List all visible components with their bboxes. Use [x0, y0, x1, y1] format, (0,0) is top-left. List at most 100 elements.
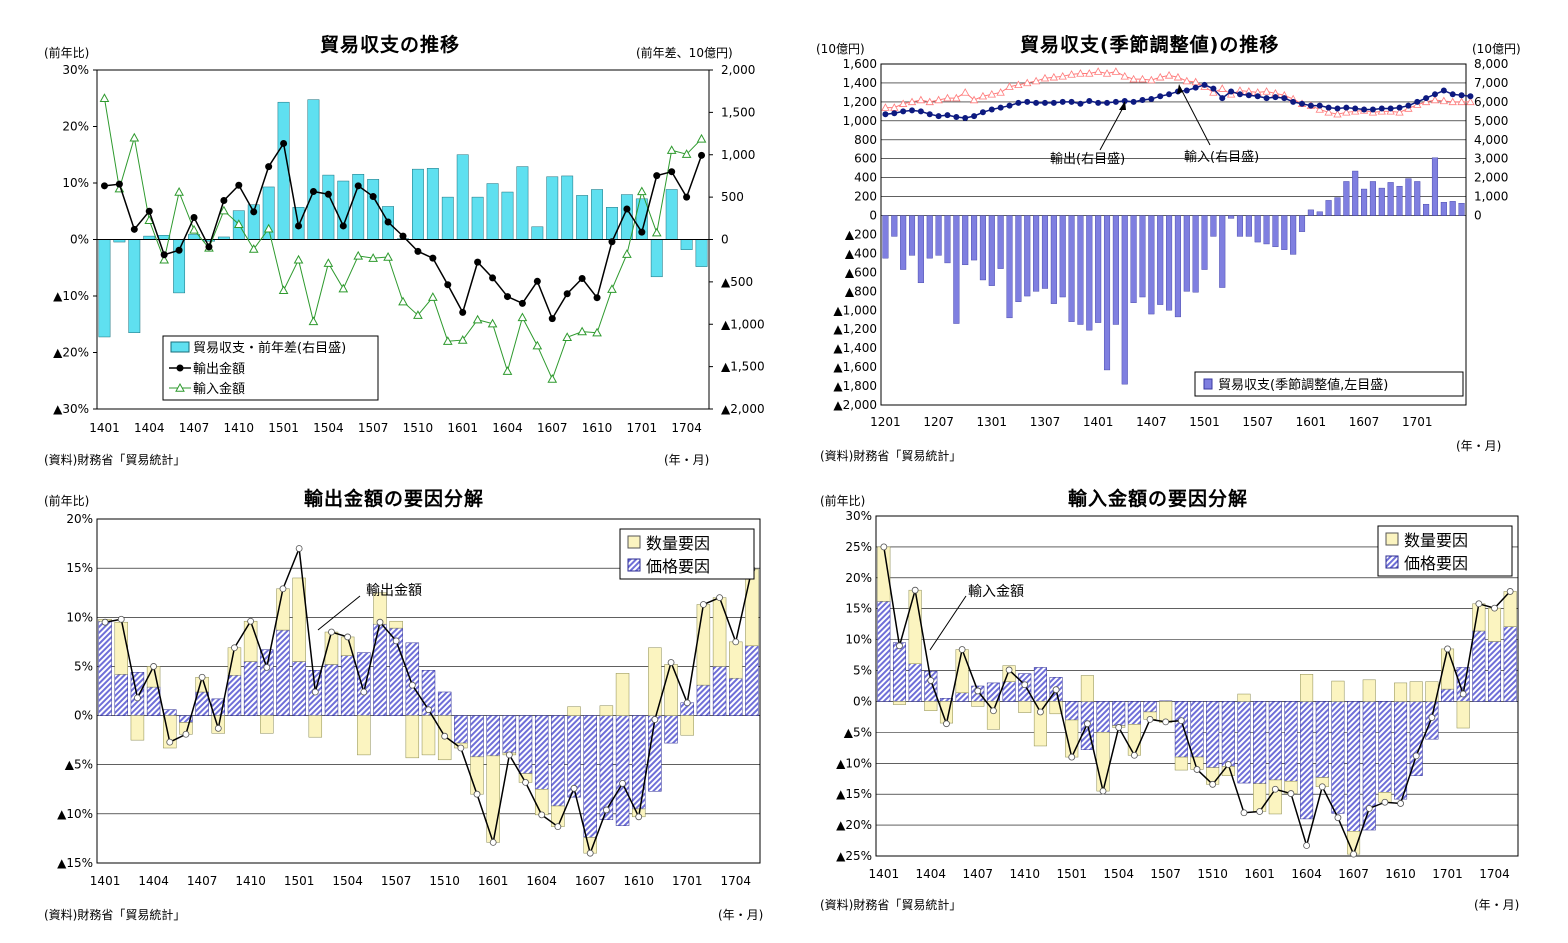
bar-price-factor [1487, 641, 1502, 702]
point-imports [1147, 75, 1156, 84]
x-tick-label: 1610 [1385, 867, 1416, 881]
point-imports [1067, 70, 1076, 78]
bar-quantity-factor [308, 715, 323, 738]
point-total [635, 813, 643, 821]
left-axis-unit: (前年比) [44, 494, 90, 508]
bar-trade-balance-sa [1086, 215, 1093, 331]
point-total [117, 615, 125, 623]
bar-quantity-factor [745, 568, 759, 647]
bar-price-factor [470, 715, 484, 758]
point-total [101, 618, 109, 626]
bar-trade-balance-sa [1458, 203, 1465, 216]
point-exports [1148, 96, 1155, 103]
source-note: (資料)財務省「貿易統計」 [44, 908, 186, 922]
legend-label-quantity: 数量要因 [646, 534, 710, 553]
x-tick-label: 1604 [1291, 867, 1322, 881]
point-imports [898, 99, 908, 107]
bar-price-factor [518, 715, 533, 774]
bar-price-factor [1127, 701, 1141, 725]
bar-quantity-factor [924, 701, 938, 711]
bar-price-factor [1253, 701, 1267, 784]
point-exports [1121, 97, 1128, 104]
point-total [1115, 724, 1123, 731]
y-tick-label: 10% [845, 633, 872, 647]
point-exports [653, 172, 661, 180]
point-exports [1352, 105, 1359, 112]
y-tick-label: ▲1,800 [833, 379, 877, 393]
y-tick-label: ▲15% [57, 856, 93, 870]
point-total [247, 617, 255, 625]
point-exports [190, 213, 198, 221]
point-exports [1343, 104, 1350, 111]
bar-quantity-factor [1409, 681, 1423, 702]
x-tick-label: 1410 [224, 421, 255, 435]
bar-trade-balance [501, 191, 514, 240]
bar-trade-balance-sa [1228, 215, 1235, 219]
legend-swatch-balance [170, 341, 190, 353]
bar-trade-balance [412, 168, 424, 240]
y-tick-label: ▲20% [836, 818, 872, 832]
point-total [651, 716, 659, 723]
point-exports [130, 225, 138, 233]
point-imports [1218, 84, 1227, 92]
bar-price-factor [745, 645, 759, 716]
point-total [667, 659, 675, 666]
point-exports [533, 277, 541, 285]
x-tick-label: 1501 [268, 421, 299, 435]
bar-trade-balance-sa [1343, 181, 1350, 216]
point-imports [592, 327, 602, 337]
y-tick-label: ▲10% [57, 807, 93, 821]
x-tick-label: 1507 [358, 421, 389, 435]
point-imports [233, 219, 244, 228]
page-title: 輸出金額の要因分解 [304, 488, 485, 510]
point-total [1052, 686, 1060, 694]
bar-trade-balance-sa [1183, 215, 1190, 292]
x-tick-label: 1401 [869, 867, 900, 881]
bar-trade-balance-sa [971, 215, 978, 261]
bar-trade-balance-sa [1387, 182, 1394, 216]
x-tick-label: 1601 [1296, 415, 1327, 429]
bar-price-factor [1221, 701, 1235, 767]
bar-price-factor [98, 620, 112, 716]
point-total [522, 779, 529, 786]
bar-trade-balance-sa [1423, 203, 1430, 216]
y2-tick-label: 4,000 [1474, 133, 1508, 147]
bar-trade-balance-sa [891, 215, 898, 237]
point-total [1256, 808, 1264, 815]
page-title: 貿易収支(季節調整値)の推移 [1020, 34, 1280, 56]
bar-quantity-factor [599, 705, 614, 716]
y2-tick-label: 3,000 [1474, 152, 1508, 166]
x-tick-label: 1401 [89, 421, 120, 435]
point-imports [881, 103, 890, 111]
point-exports [668, 168, 676, 176]
point-exports [1183, 87, 1190, 94]
point-exports [891, 110, 898, 117]
point-imports [398, 296, 408, 306]
point-imports [1209, 88, 1218, 96]
point-exports [971, 113, 978, 120]
bar-trade-balance-sa [979, 215, 986, 281]
y2-tick-label: 6,000 [1474, 95, 1508, 109]
point-total [880, 543, 888, 551]
point-exports [399, 232, 407, 240]
point-exports [1006, 102, 1013, 109]
period-unit: (年・月) [718, 908, 764, 922]
bar-trade-balance-sa [1006, 215, 1013, 319]
point-imports [293, 254, 304, 264]
x-tick-label: 1410 [235, 874, 266, 888]
bar-trade-balance [561, 175, 574, 240]
point-exports [1086, 97, 1093, 104]
bar-trade-balance-sa [1334, 197, 1341, 216]
bar-trade-balance-sa [1192, 215, 1199, 293]
point-exports [1431, 91, 1438, 98]
y-tick-label: 20% [845, 571, 872, 585]
point-exports [1334, 105, 1341, 112]
bar-trade-balance [367, 179, 380, 240]
annotation-label: 輸出金額 [366, 583, 422, 599]
bar-quantity-factor [680, 715, 694, 736]
bar-price-factor [1237, 701, 1251, 784]
bar-price-factor [1033, 667, 1047, 702]
bar-trade-balance-sa [1041, 215, 1049, 289]
legend-swatch-balance [1203, 378, 1213, 390]
point-total [1146, 715, 1154, 723]
